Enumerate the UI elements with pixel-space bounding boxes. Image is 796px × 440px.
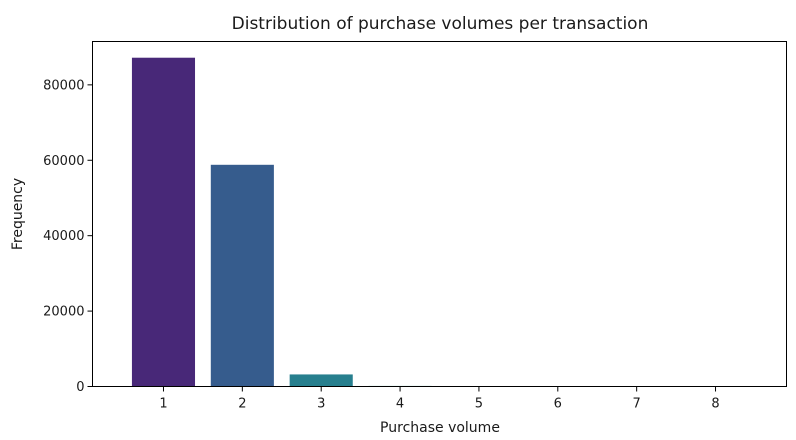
chart-title: Distribution of purchase volumes per tra… — [232, 14, 649, 34]
y-tick-label: 60000 — [43, 154, 84, 169]
y-tick-label: 20000 — [43, 305, 84, 320]
x-tick-label: 7 — [633, 397, 641, 412]
x-tick-label: 2 — [238, 397, 246, 412]
x-tick-label: 6 — [554, 397, 562, 412]
x-tick-label: 8 — [711, 397, 719, 412]
y-axis-ticks: 0 20000 40000 60000 80000 — [43, 78, 93, 395]
x-axis-label: Purchase volume — [380, 420, 500, 436]
x-tick-label: 1 — [159, 397, 167, 412]
x-tick-label: 4 — [396, 397, 404, 412]
y-axis-label: Frequency — [10, 178, 26, 250]
bar-2 — [210, 164, 274, 387]
y-tick-label: 40000 — [43, 229, 84, 244]
y-tick-label: 80000 — [43, 78, 84, 93]
y-tick-label: 0 — [76, 380, 84, 395]
bar-1 — [131, 57, 196, 387]
plot-frame — [92, 41, 787, 387]
bar-3 — [289, 374, 353, 387]
x-axis-ticks: 1 2 3 4 5 6 7 8 — [159, 386, 720, 412]
x-tick-label: 5 — [475, 397, 483, 412]
bars-group — [131, 57, 748, 387]
x-tick-label: 3 — [317, 397, 325, 412]
